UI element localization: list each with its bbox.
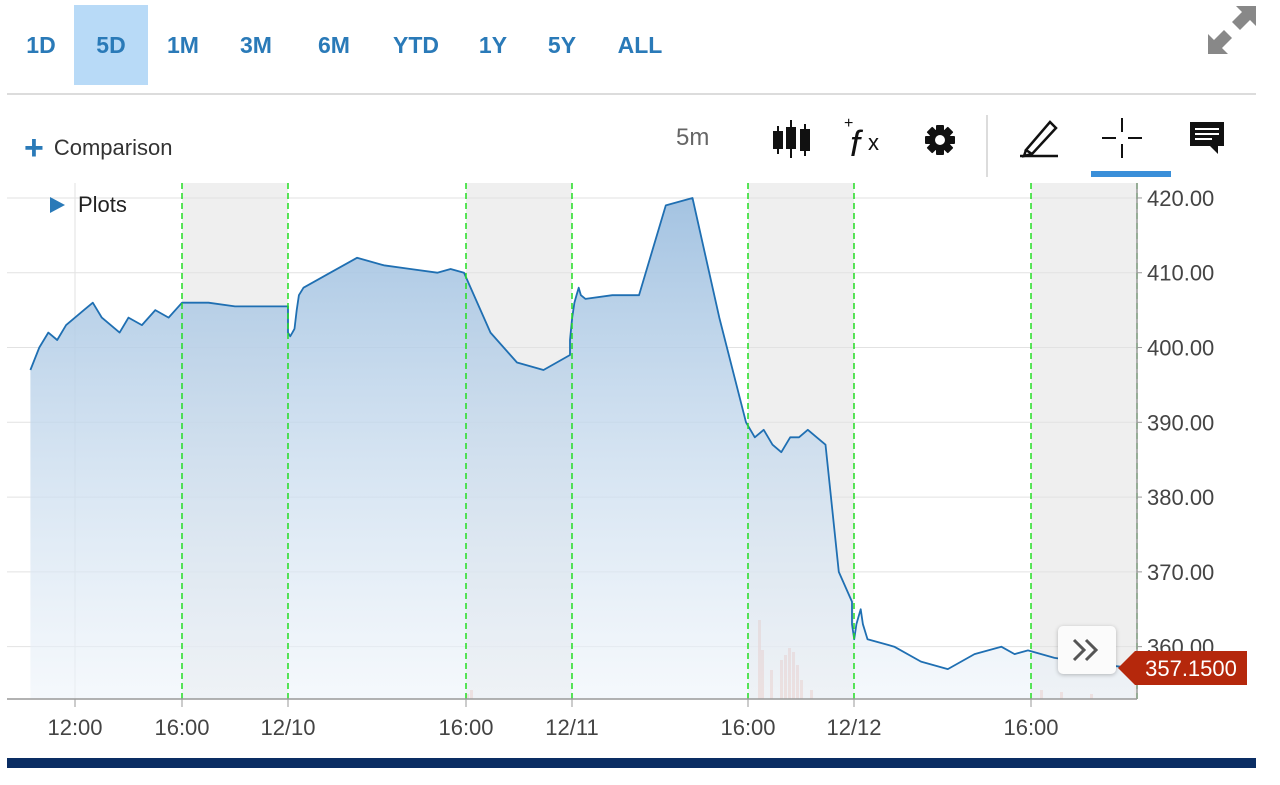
y-tick-label: 400.00 [1147, 336, 1214, 361]
active-tool-indicator [1091, 171, 1171, 177]
study-fx-icon[interactable]: + f x [842, 114, 890, 164]
y-tick-label: 370.00 [1147, 560, 1214, 585]
x-tick-label: 16:00 [1003, 715, 1058, 740]
range-tab-ytd[interactable]: YTD [393, 32, 439, 58]
x-tick-label: 12:00 [47, 715, 102, 740]
range-tab-5d[interactable]: 5D [74, 5, 148, 85]
x-tick-label: 16:00 [438, 715, 493, 740]
double-chevron-right-icon [1072, 638, 1099, 662]
svg-text:x: x [868, 130, 879, 155]
range-tab-5y[interactable]: 5Y [547, 32, 577, 58]
comment-icon[interactable] [1188, 120, 1228, 156]
gear-icon[interactable] [922, 122, 958, 158]
toolbar-divider [986, 115, 988, 177]
scroll-to-latest-button[interactable] [1058, 626, 1116, 674]
last-price-label: 357.1500 [1145, 656, 1237, 681]
range-tab-6m[interactable]: 6M [318, 32, 350, 58]
price-line [29, 197, 1135, 670]
expand-chart-button[interactable] [1206, 4, 1258, 56]
y-tick-label: 380.00 [1147, 485, 1214, 510]
plus-icon: + [24, 129, 44, 167]
x-tick-label: 16:00 [154, 715, 209, 740]
plots-toggle[interactable]: Plots [48, 192, 127, 218]
after-hours-band [1031, 183, 1137, 699]
x-tick-label: 12/11 [545, 715, 598, 740]
range-tab-1y[interactable]: 1Y [478, 32, 508, 58]
range-tab-1m[interactable]: 1M [167, 32, 199, 58]
x-tick-label: 16:00 [720, 715, 775, 740]
x-tick-label: 12/10 [260, 715, 315, 740]
triangle-right-icon [50, 197, 65, 213]
period-selector[interactable]: 5m [676, 124, 710, 151]
comparison-button[interactable]: + Comparison [24, 128, 172, 168]
x-tick-label: 12/12 [826, 715, 881, 740]
comparison-label: Comparison [53, 135, 173, 160]
expand-icon [1208, 6, 1256, 54]
range-divider [7, 93, 1256, 95]
range-tabs: 1D 5D 1M 3M 6M YTD 1Y 5Y ALL [0, 0, 1270, 90]
svg-text:+: + [844, 115, 853, 132]
pencil-icon[interactable] [1016, 116, 1060, 160]
range-tab-all[interactable]: ALL [617, 32, 663, 58]
plots-label: Plots [78, 192, 127, 217]
bottom-bar [7, 758, 1256, 768]
y-tick-label: 410.00 [1147, 261, 1214, 286]
price-area [30, 198, 1134, 699]
candlestick-icon[interactable] [772, 118, 814, 160]
range-tab-1d[interactable]: 1D [26, 32, 56, 58]
crosshair-icon[interactable] [1100, 116, 1144, 160]
last-price-tag [1118, 650, 1247, 685]
range-tab-3m[interactable]: 3M [240, 32, 272, 58]
y-tick-label: 390.00 [1147, 410, 1214, 435]
y-tick-label: 420.00 [1147, 186, 1214, 211]
